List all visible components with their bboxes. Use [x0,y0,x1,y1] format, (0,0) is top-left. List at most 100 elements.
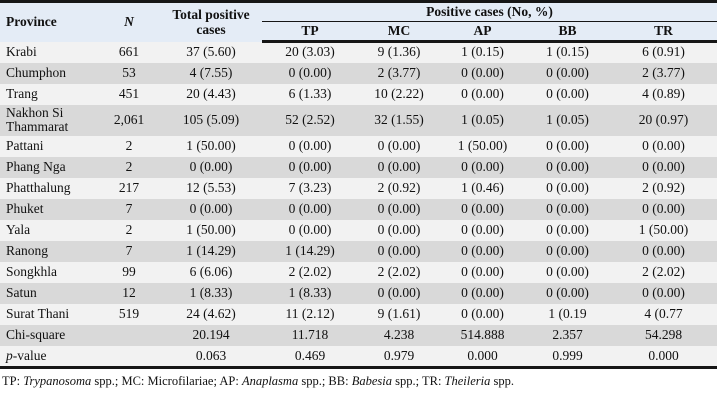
ap-cell: 0 (0.00) [461,201,504,217]
stats-row-p-value: p-value 0.063 0.469 0.979 0.000 0.999 0.… [0,346,717,369]
bb-cell: 0 (0.00) [546,201,589,217]
table-row: Chumphon 53 4 (7.55) 0 (0.00) 2 (3.77) 0… [0,62,717,84]
footnote-genus-trypanosoma: Trypanosoma [23,373,92,388]
n-cell: 53 [122,64,136,80]
ap-cell: 0 (0.00) [461,264,504,280]
total-cell: 0 (0.00) [189,159,233,175]
header-total-positive: Total positive cases [160,1,262,42]
table-row: Surat Thani 519 24 (4.62) 11 (2.12) 9 (1… [0,304,717,326]
tr-cell: 4 (0.89) [642,85,685,101]
tr-cell: 2 (2.02) [642,264,685,280]
header-tr: TR [610,21,717,43]
footnote-text: spp.; TR: [391,373,445,388]
province-cell: Phatthalung [6,180,71,196]
header-row-sub: TP MC AP BB TR [0,21,717,43]
bb-cell: 0.999 [525,346,610,369]
footnote-genus-anaplasma: Anaplasma [241,373,299,388]
n-cell: 661 [118,43,140,59]
province-cell: Satun [6,285,37,301]
table-row: Songkhla 99 6 (6.06) 2 (2.02) 2 (2.02) 0… [0,262,717,284]
header-mc: MC [358,21,440,43]
footnote-text: spp.; MC: Microfilariae; AP: [91,373,242,388]
total-cell: 20 (4.43) [186,85,236,101]
tr-cell: 0 (0.00) [642,201,685,217]
mc-cell: 9 (1.36) [377,44,421,60]
n-cell: 451 [118,85,140,101]
table-row: Yala 2 1 (50.00) 0 (0.00) 0 (0.00) 0 (0.… [0,220,717,242]
province-cell: Ranong [6,243,48,259]
header-positive-group: Positive cases (No, %) [262,1,717,22]
tp-cell: 2 (2.02) [288,264,332,280]
total-cell: 24 (4.62) [186,306,236,322]
tr-cell: 0 (0.00) [642,243,685,259]
province-cell: Pattani [6,138,44,154]
header-n: N [98,1,160,42]
header-ap: AP [440,21,525,43]
bb-cell: 1 (0.15) [546,44,589,60]
table-header: Province N Total positive cases Positive… [0,1,717,43]
ap-cell: 0 (0.00) [461,285,504,301]
tp-cell: 52 (2.52) [285,111,335,127]
total-cell: 20.194 [192,327,230,343]
mc-cell: 0 (0.00) [377,201,421,217]
stat-label-cell: Chi-square [0,325,98,346]
ap-cell: 0 (0.00) [461,243,504,259]
table-row: Trang 451 20 (4.43) 6 (1.33) 10 (2.22) 0… [0,83,717,105]
mc-cell: 0 (0.00) [377,222,421,238]
n-cell [98,325,160,346]
tp-cell: 0 (0.00) [288,138,332,154]
province-cell: Krabi [6,43,37,59]
ap-cell: 1 (0.46) [461,180,504,196]
tr-cell: 6 (0.91) [642,44,685,60]
total-cell: 4 (7.55) [189,64,233,80]
mc-cell: 2 (2.02) [377,264,421,280]
table-row: Satun 12 1 (8.33) 1 (8.33) 0 (0.00) 0 (0… [0,283,717,305]
total-cell: 6 (6.06) [189,264,233,280]
tp-cell: 1 (14.29) [285,243,335,259]
tp-cell: 0.469 [262,346,358,369]
table-row: Phang Nga 2 0 (0.00) 0 (0.00) 0 (0.00) 0… [0,157,717,179]
province-cell: Chumphon [6,64,67,80]
bb-cell: 0 (0.00) [546,64,589,80]
tr-cell: 54.298 [644,327,683,343]
bb-cell: 1 (0.19 [548,306,587,322]
table-row: Nakhon Si Thammarat 2,061 105 (5.09) 52 … [0,104,717,137]
table-footnote: TP: Trypanosoma spp.; MC: Microfilariae;… [0,369,717,389]
table-row: Phuket 7 0 (0.00) 0 (0.00) 0 (0.00) 0 (0… [0,199,717,221]
ap-cell: 1 (50.00) [457,138,508,154]
table-row: Ranong 7 1 (14.29) 1 (14.29) 0 (0.00) 0 … [0,241,717,263]
footnote-genus-babesia: Babesia [351,373,392,388]
bb-cell: 2.357 [552,327,583,343]
total-cell: 0.063 [160,346,262,369]
ap-cell: 0 (0.00) [461,306,504,322]
n-cell [98,346,160,369]
total-cell: 37 (5.60) [186,43,236,59]
tp-cell: 0 (0.00) [288,64,332,80]
header-province: Province [0,1,98,42]
bb-cell: 0 (0.00) [546,222,589,238]
table-row: Phatthalung 217 12 (5.53) 7 (3.23) 2 (0.… [0,178,717,200]
province-cell: Surat Thani [6,306,70,322]
n-cell: 7 [125,243,133,259]
mc-cell: 10 (2.22) [374,85,424,101]
bb-cell: 0 (0.00) [546,180,589,196]
bb-cell: 0 (0.00) [546,138,589,154]
table-body: Krabi 661 37 (5.60) 20 (3.03) 9 (1.36) 1… [0,41,717,369]
tr-cell: 0 (0.00) [642,285,685,301]
stat-label-cell: p-value [0,346,98,369]
tp-cell: 0 (0.00) [288,222,332,238]
n-cell: 2 [125,222,133,238]
total-cell: 1 (14.29) [186,243,236,259]
total-cell: 0 (0.00) [189,201,233,217]
header-row-main: Province N Total positive cases Positive… [0,1,717,42]
ap-cell: 0 (0.00) [461,222,504,238]
stat-label-italic: p [6,347,13,363]
n-cell: 2 [125,138,133,154]
total-cell: 1 (50.00) [186,222,236,238]
footnote-text: spp.; BB: [298,373,352,388]
province-cell: Phuket [6,201,44,217]
n-cell: 2 [125,159,133,175]
total-cell: 12 (5.53) [186,180,236,196]
tr-cell: 20 (0.97) [638,111,689,127]
province-cell: Yala [6,222,31,238]
